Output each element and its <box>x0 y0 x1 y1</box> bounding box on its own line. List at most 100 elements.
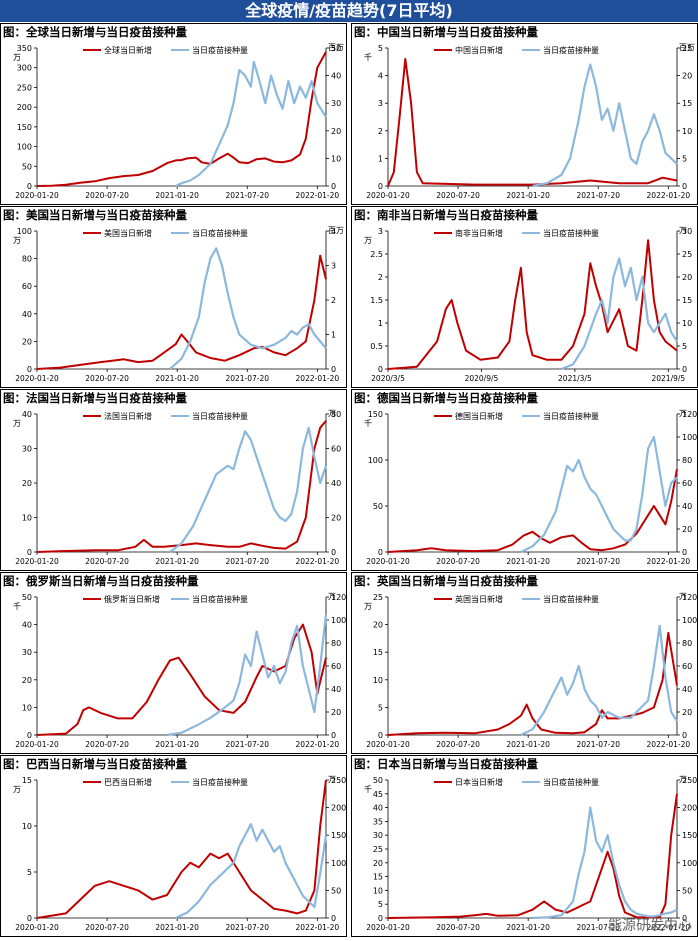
page-title-banner: 全球疫情/疫苗趋势(7日平均) <box>0 0 698 22</box>
right-tick-label: 20 <box>682 273 692 282</box>
left-tick-label: 50 <box>22 593 32 602</box>
legend-label: 德国当日新增 <box>455 411 503 421</box>
chart-panel: 图：法国当日新增与当日疫苗接种量 0 10 20 30 40 0 20 40 60 80 万万 2020… <box>0 389 347 571</box>
cases-series-line <box>387 58 678 187</box>
left-tick-label: 350 <box>17 44 32 53</box>
left-tick-label: 40 <box>22 621 32 630</box>
left-tick-label: 30 <box>373 831 383 840</box>
legend-label: 中国当日新增 <box>455 45 503 55</box>
left-tick-label: 15 <box>373 648 383 657</box>
right-tick-label: 0 <box>331 365 336 374</box>
right-tick-label: 0 <box>331 914 336 923</box>
left-tick-label: 100 <box>17 227 32 236</box>
left-tick-label: 35 <box>373 817 383 826</box>
left-tick-label: 150 <box>368 410 383 419</box>
left-tick-label: 0 <box>27 548 32 557</box>
left-tick-label: 10 <box>373 886 383 895</box>
right-tick-label: 5 <box>682 154 687 163</box>
left-tick-label: 10 <box>22 514 32 523</box>
vaccine-series-line <box>169 426 328 553</box>
cases-series-line <box>36 779 327 919</box>
left-tick-label: 0 <box>27 914 32 923</box>
left-tick-label: 0 <box>378 182 383 191</box>
left-tick-label: 0.5 <box>370 342 383 351</box>
chart-panel: 图：全球当日新增与当日疫苗接种量 0 50 100 150 200 250 300 350 0 10… <box>0 23 347 205</box>
left-tick-label: 100 <box>368 456 383 465</box>
chart-title: 图：法国当日新增与当日疫苗接种量 <box>3 391 187 405</box>
x-tick-label: 2021-07-20 <box>225 374 269 383</box>
x-tick-label: 2021-01-20 <box>506 557 550 566</box>
right-tick-label: 20 <box>682 525 692 534</box>
left-tick-label: 150 <box>17 123 32 132</box>
x-tick-label: 2022-01-20 <box>296 740 340 749</box>
left-tick-label: 20 <box>22 479 32 488</box>
watermark: 能源研发中心 <box>608 918 692 934</box>
x-tick-label: 2021-01-20 <box>155 923 199 932</box>
right-tick-label: 0 <box>682 914 687 923</box>
left-tick-label: 0 <box>378 365 383 374</box>
right-tick-label: 40 <box>331 479 341 488</box>
chart-title: 图：德国当日新增与当日疫苗接种量 <box>354 391 538 405</box>
legend-label: 美国当日新增 <box>104 228 152 238</box>
chart-panel: 图：德国当日新增与当日疫苗接种量 0 50 100 150 0 20 40 60 80 100 120… <box>351 389 698 571</box>
right-tick-label: 0 <box>682 182 687 191</box>
vaccine-series-line <box>532 806 678 920</box>
right-tick-label: 60 <box>331 662 341 671</box>
right-tick-label: 80 <box>682 456 692 465</box>
left-unit-label: 千 <box>364 784 372 794</box>
right-tick-label: 50 <box>331 886 341 895</box>
chart-panel: 图：南非当日新增与当日疫苗接种量 0 0.5 1 1.5 2 2.5 3 0 5 10 15 20 25 3… <box>351 206 698 388</box>
left-tick-label: 25 <box>373 593 383 602</box>
right-tick-label: 60 <box>682 662 692 671</box>
left-tick-label: 1 <box>378 319 383 328</box>
x-tick-label: 2021-07-20 <box>225 191 269 200</box>
legend-label: 南非当日新增 <box>455 228 503 238</box>
legend-label: 法国当日新增 <box>104 411 152 421</box>
x-tick-label: 2020-07-20 <box>85 740 129 749</box>
right-tick-label: 80 <box>331 410 341 419</box>
x-tick-label: 2021/3/5 <box>558 374 592 383</box>
legend-label: 当日疫苗接种量 <box>543 45 599 55</box>
cases-series-line <box>387 239 678 370</box>
chart-panel: 图：中国当日新增与当日疫苗接种量 0 1 2 3 4 5 0 5 10 15 20 25 千 百万 2020-… <box>351 23 698 205</box>
right-tick-label: 2 <box>331 296 336 305</box>
right-unit-label: 万 <box>328 409 336 418</box>
right-tick-label: 100 <box>331 859 346 868</box>
right-tick-label: 15 <box>682 296 692 305</box>
x-tick-label: 2020-01-20 <box>366 191 410 200</box>
left-tick-label: 1.5 <box>370 296 383 305</box>
left-tick-label: 50 <box>373 502 383 511</box>
left-tick-label: 40 <box>373 804 383 813</box>
x-tick-label: 2020-01-20 <box>15 557 59 566</box>
left-tick-label: 15 <box>373 873 383 882</box>
left-tick-label: 2 <box>378 273 383 282</box>
legend-label: 当日疫苗接种量 <box>543 594 599 604</box>
cases-series-line <box>36 623 327 736</box>
right-tick-label: 120 <box>682 410 697 419</box>
right-tick-label: 20 <box>331 708 341 717</box>
left-tick-label: 50 <box>22 162 32 171</box>
left-tick-label: 45 <box>373 790 383 799</box>
chart-plot: 0 50 100 150 0 20 40 60 80 100 120 千 万 2020-01-20 2020… <box>364 409 697 566</box>
left-tick-label: 15 <box>22 776 32 785</box>
right-tick-label: 40 <box>682 502 692 511</box>
right-tick-label: 0 <box>331 548 336 557</box>
left-tick-label: 1 <box>378 154 383 163</box>
left-tick-label: 5 <box>378 703 383 712</box>
left-unit-label: 万 <box>13 53 21 62</box>
chart-panel: 图：英国当日新增与当日疫苗接种量 0 5 10 15 20 25 0 20 40 60 80 100 12… <box>351 572 698 754</box>
x-tick-label: 2020/3/5 <box>371 374 405 383</box>
x-tick-label: 2021/9/5 <box>651 374 685 383</box>
left-tick-label: 20 <box>22 676 32 685</box>
legend-label: 当日疫苗接种量 <box>543 228 599 238</box>
x-tick-label: 2020-01-20 <box>15 191 59 200</box>
chart-plot: 0 50 100 150 200 250 300 350 0 10 20 30 40 50 万 百万 2020-… <box>13 43 344 200</box>
legend-label: 当日疫苗接种量 <box>192 228 248 238</box>
x-tick-label: 2020-07-20 <box>85 374 129 383</box>
vaccine-series-line <box>166 614 328 737</box>
right-tick-label: 0 <box>331 731 336 740</box>
chart-title: 图：英国当日新增与当日疫苗接种量 <box>354 574 538 588</box>
